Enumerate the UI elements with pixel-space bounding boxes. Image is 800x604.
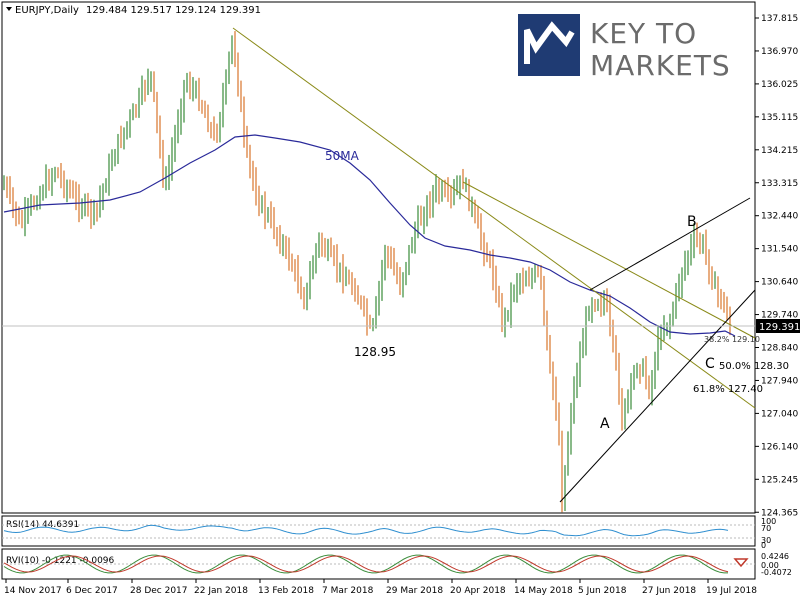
price-tick-label: 130.640 [761, 278, 798, 288]
ohlc-values: 129.484 129.517 129.124 129.391 [86, 5, 261, 16]
price-tick-label: 124.365 [761, 508, 798, 518]
low-128-95-label: 128.95 [354, 345, 396, 359]
date-tick-label: 22 Jan 2018 [194, 586, 248, 596]
price-tick-label: 132.440 [761, 212, 798, 222]
date-tick-label: 7 Mar 2018 [322, 586, 374, 596]
current-price-label: 129.391 [759, 322, 800, 333]
wave-a-label: A [600, 416, 610, 432]
logo-k-glyph [524, 21, 575, 64]
date-tick-label: 13 Feb 2018 [258, 586, 314, 596]
logo-line1: KEY TO [590, 17, 697, 50]
moving-average [3, 134, 736, 337]
date-tick-label: 14 Nov 2017 [4, 586, 62, 596]
price-tick-label: 127.040 [761, 409, 798, 419]
rvi-arrow-down-icon [733, 558, 749, 568]
uptrend-channel-upper [589, 197, 751, 291]
price-tick-label: 129.740 [761, 311, 798, 321]
wave-c-label: C [705, 356, 715, 372]
rvi-main-line [3, 554, 728, 574]
candles [3, 31, 731, 513]
price-tick-label: 125.245 [761, 475, 798, 485]
wave-b-label: B [687, 214, 697, 230]
date-tick-label: 28 Dec 2017 [130, 586, 188, 596]
date-tick-label: 6 Dec 2017 [66, 586, 118, 596]
price-tick-label: 127.940 [761, 376, 798, 386]
price-tick-label: 126.140 [761, 442, 798, 452]
date-tick-label: 20 Apr 2018 [450, 586, 506, 596]
date-tick-label: 29 Mar 2018 [386, 586, 443, 596]
trend-lines [232, 27, 756, 503]
downtrend-line-2 [462, 181, 756, 339]
price-tick-label: 131.540 [761, 245, 798, 255]
fib-500-label: 50.0% 128.30 [719, 361, 789, 372]
fib-618-label: 61.8% 127.40 [693, 384, 763, 395]
rsi-line [3, 524, 729, 537]
uptrend-channel-lower [559, 289, 756, 503]
price-tick-label: 135.115 [761, 113, 798, 123]
rvi-tick-label: 0.00 [761, 561, 779, 570]
rsi-tick-label: 0 [761, 541, 766, 550]
rsi-panel-frame [1, 515, 756, 547]
price-tick-label: 128.840 [761, 344, 798, 354]
price-tick-label: 137.815 [761, 14, 798, 24]
date-tick-label: 27 Jun 2018 [642, 586, 696, 596]
price-axis: 137.815 136.970 136.025 135.115 134.215 133.3… [755, 14, 798, 518]
logo-line2: MARKETS [590, 49, 731, 82]
price-tick-label: 134.215 [761, 146, 798, 156]
ma-label: 50MA [325, 149, 360, 163]
current-price-box [756, 319, 800, 333]
downtrend-line [232, 27, 756, 409]
date-tick-label: 5 Jun 2018 [578, 586, 627, 596]
rsi-tick-label: 30 [761, 536, 771, 545]
price-tick-label: 136.025 [761, 80, 798, 90]
rvi-series [2, 554, 755, 574]
price-tick-label: 136.970 [761, 47, 798, 57]
rvi-title: RVI(10) -0.1221 -0.0096 [6, 556, 115, 566]
symbol-dropdown-icon[interactable] [6, 7, 12, 11]
rsi-tick-label: 70 [761, 524, 771, 533]
rvi-tick-label: -0.4072 [761, 568, 792, 577]
rsi-tick-label: 100 [761, 517, 776, 526]
ma-line [3, 134, 736, 337]
rsi-series [2, 524, 755, 539]
date-tick-label: 19 Jul 2018 [706, 586, 757, 596]
date-axis: 14 Nov 2017 6 Dec 2017 28 Dec 2017 22 Jan 2… [4, 579, 757, 596]
symbol-title: EURJPY,Daily [15, 5, 79, 16]
key-to-markets-logo: KEY TO MARKETS [518, 14, 731, 82]
rvi-tick-label: 0.4246 [761, 552, 789, 561]
fib-382-label: 38.2% 129.10 [704, 335, 760, 344]
date-tick-label: 14 May 2018 [514, 586, 573, 596]
rvi-signal-line [3, 555, 729, 573]
price-tick-label: 133.315 [761, 179, 798, 189]
main-plot-frame [1, 1, 756, 514]
